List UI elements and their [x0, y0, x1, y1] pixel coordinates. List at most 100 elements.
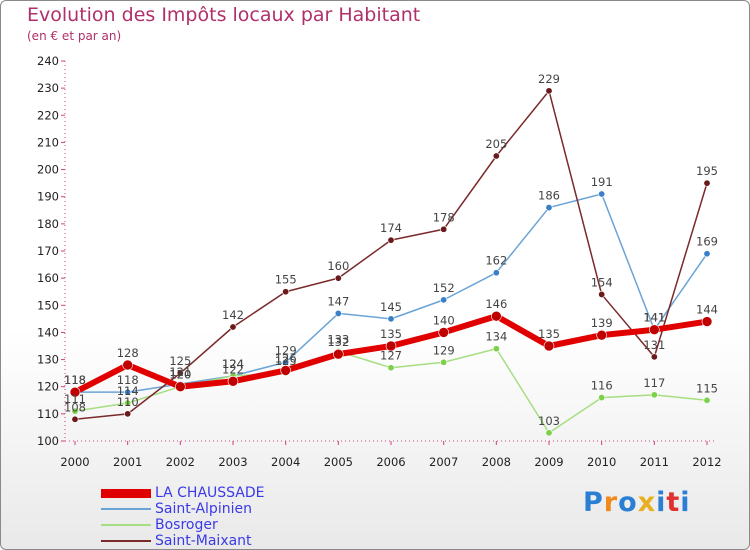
y-tick-label: 150: [37, 298, 59, 312]
data-label: 118: [117, 373, 139, 387]
data-point: [598, 290, 606, 298]
data-label: 195: [696, 164, 718, 178]
data-label: 186: [538, 189, 560, 203]
data-point: [387, 364, 395, 372]
data-point: [175, 381, 186, 393]
data-label: 155: [275, 273, 297, 287]
data-point: [280, 365, 291, 376]
x-tick-label: 2012: [692, 455, 721, 469]
data-label: 118: [64, 373, 86, 387]
logo-letter: i: [680, 487, 691, 518]
legend-label: Saint-Alpinien: [155, 501, 252, 517]
data-point: [71, 407, 79, 415]
data-point: [122, 359, 133, 371]
proxiti-logo: Proxiti: [583, 487, 691, 518]
data-point: [438, 327, 449, 338]
data-point: [387, 315, 395, 323]
data-point: [440, 296, 448, 304]
data-label: 131: [643, 338, 665, 352]
data-point: [650, 391, 658, 399]
data-point: [492, 269, 500, 277]
data-point: [227, 375, 239, 387]
data-label: 178: [433, 210, 455, 224]
data-label: 174: [380, 221, 402, 235]
data-label: 142: [222, 308, 244, 322]
data-label: 118: [64, 373, 86, 387]
data-label: 120: [169, 368, 191, 382]
data-label: 125: [169, 354, 191, 368]
data-point: [492, 345, 500, 353]
logo-letter: t: [666, 487, 681, 518]
legend-label: Bosroger: [155, 517, 218, 533]
legend-swatch: [101, 508, 151, 510]
data-labels: 118 128 120 122 126 132 135 140 146 135 139 141 144 1…: [64, 72, 718, 428]
legend: LA CHAUSSADE Saint-Alpinien Bosroger Saint-…: [101, 485, 265, 549]
data-point: [598, 394, 606, 402]
data-label: 141: [643, 311, 665, 325]
data-point: [701, 316, 713, 327]
data-label: 114: [117, 384, 139, 398]
data-point: [387, 236, 395, 244]
x-tick-label: 2009: [534, 455, 563, 469]
data-label: 125: [275, 354, 297, 368]
y-tick-label: 220: [37, 108, 59, 122]
data-point: [545, 204, 553, 212]
data-label: 145: [380, 300, 402, 314]
data-point: [69, 386, 81, 398]
legend-item: Saint-Alpinien: [101, 501, 265, 517]
data-label: 135: [538, 327, 560, 341]
data-point: [124, 399, 132, 407]
data-label: 134: [485, 330, 507, 344]
x-tick-label: 2005: [324, 455, 353, 469]
legend-label: LA CHAUSSADE: [155, 485, 265, 501]
legend-item: LA CHAUSSADE: [101, 485, 265, 501]
data-label: 205: [485, 137, 507, 151]
data-label: 110: [117, 395, 139, 409]
data-label: 191: [591, 175, 613, 189]
data-label: 128: [117, 346, 139, 360]
logo-letter: r: [603, 487, 619, 518]
y-tick-label: 140: [37, 325, 59, 339]
data-point: [545, 87, 553, 95]
data-point: [650, 353, 658, 361]
data-point: [545, 429, 553, 437]
y-tick-label: 160: [37, 271, 59, 285]
data-point: [440, 358, 448, 366]
data-point: [703, 396, 711, 404]
chart-subtitle: (en € et par an): [27, 29, 122, 43]
data-label: 146: [485, 297, 507, 311]
x-tick-label: 2011: [640, 455, 669, 469]
data-label: 124: [222, 357, 244, 371]
data-label: 127: [380, 349, 402, 363]
logo-letter: x: [637, 487, 657, 518]
data-label: 103: [538, 414, 560, 428]
legend-item: Bosroger: [101, 517, 265, 533]
axes: 100 110 120 130 140 150 160 170 180 190 200 210 220 2…: [37, 54, 722, 469]
data-label: 154: [591, 275, 613, 289]
x-tick-label: 2006: [376, 455, 405, 469]
data-point: [703, 179, 711, 187]
legend-item: Saint-Maixant: [101, 533, 265, 549]
data-point: [124, 388, 132, 396]
data-label: 169: [696, 235, 718, 249]
data-label: 152: [433, 281, 455, 295]
logo-letter: P: [583, 487, 604, 518]
x-tick-label: 2004: [271, 455, 300, 469]
series-lines: [69, 87, 713, 437]
data-label: 132: [327, 335, 349, 349]
y-tick-label: 190: [37, 190, 59, 204]
data-point: [385, 340, 397, 352]
y-tick-label: 130: [37, 353, 59, 367]
data-point: [71, 415, 79, 423]
data-point: [124, 410, 132, 418]
data-label: 122: [222, 362, 244, 376]
data-label: 135: [380, 327, 402, 341]
y-tick-label: 110: [37, 407, 59, 421]
data-label: 108: [64, 400, 86, 414]
data-label: 160: [327, 259, 349, 273]
logo-letter: i: [656, 487, 667, 518]
data-point: [282, 288, 290, 296]
y-tick-label: 210: [37, 135, 59, 149]
logo-letter: o: [618, 487, 638, 518]
x-tick-label: 2002: [166, 455, 195, 469]
